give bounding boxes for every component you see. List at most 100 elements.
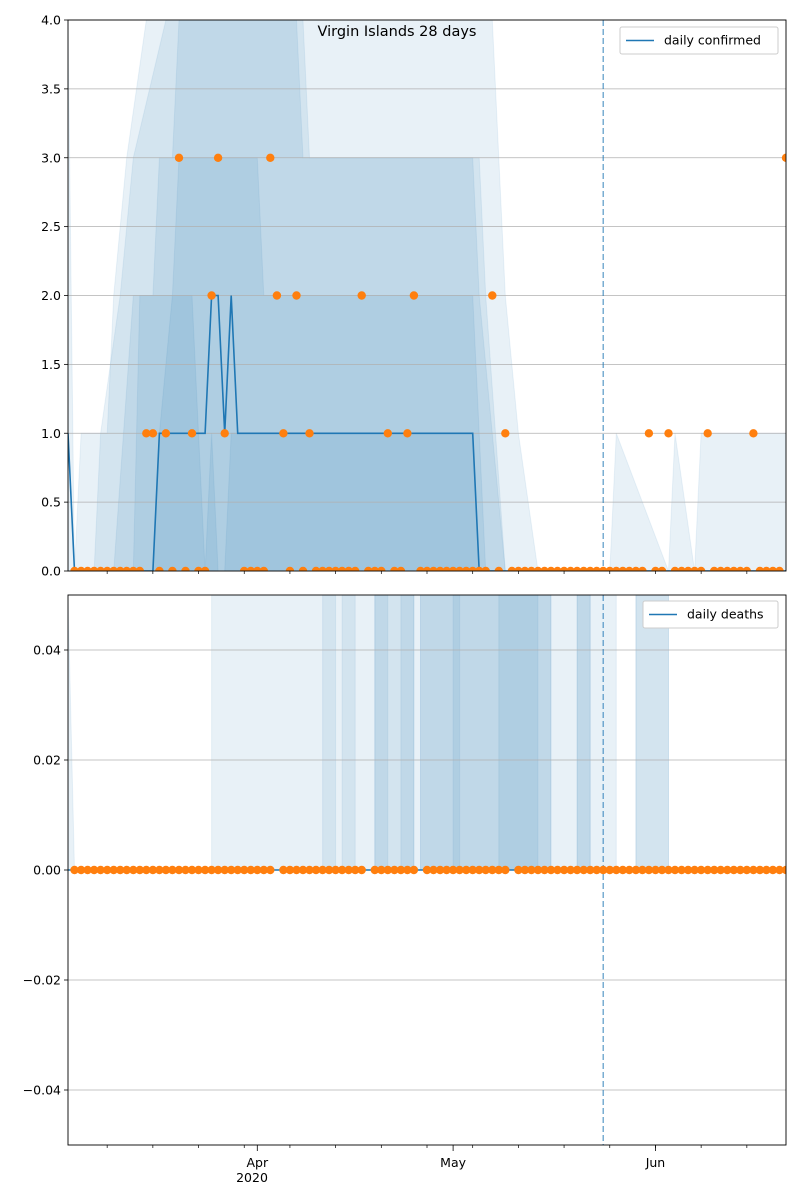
data-point <box>664 865 673 875</box>
y-tick-label: 0.0 <box>41 564 61 579</box>
data-point <box>148 429 158 438</box>
data-point <box>494 566 503 571</box>
data-point <box>122 566 131 571</box>
data-point <box>540 865 549 875</box>
y-tick-label: 1.0 <box>41 426 61 441</box>
data-point <box>586 865 595 875</box>
data-point <box>259 566 268 571</box>
x-tick-label: May <box>440 1155 466 1170</box>
data-point <box>383 429 392 438</box>
data-point <box>742 566 751 571</box>
data-point <box>677 566 686 571</box>
data-point <box>357 291 366 300</box>
data-point <box>109 865 118 875</box>
data-point <box>488 865 497 875</box>
y-tick-label: 2.0 <box>41 288 61 303</box>
data-point <box>723 865 732 875</box>
data-point <box>305 429 314 438</box>
data-point <box>553 865 562 875</box>
data-point <box>168 865 177 875</box>
confirmed-axes: 0.0 0.5 1.0 1.5 2.0 2.5 3.0 3.5 4.0 <box>41 13 787 579</box>
data-point <box>553 566 562 571</box>
data-point <box>546 865 556 875</box>
data-point <box>723 566 732 571</box>
confirmed-series <box>68 20 786 571</box>
data-point <box>768 865 778 875</box>
y-tick-label: −0.04 <box>23 1083 61 1098</box>
data-point <box>710 865 719 875</box>
data-point <box>592 566 601 571</box>
data-point <box>468 865 477 875</box>
data-point <box>109 566 118 571</box>
data-point <box>559 865 569 875</box>
data-point <box>103 865 112 875</box>
data-point <box>279 429 288 438</box>
data-point <box>213 153 223 162</box>
data-point <box>122 865 131 875</box>
data-point <box>227 865 236 875</box>
data-point <box>298 566 308 571</box>
data-point <box>514 566 523 571</box>
data-point <box>605 566 614 571</box>
data-point <box>729 865 738 875</box>
data-point <box>755 566 765 571</box>
data-point <box>76 865 86 875</box>
data-point <box>351 566 360 571</box>
deaths-panel: −0.04 −0.02 0.00 0.02 0.04 Apr May Jun 2020 dai… <box>23 594 787 1185</box>
data-point <box>429 566 438 571</box>
data-point <box>246 865 255 875</box>
data-point <box>625 865 634 875</box>
data-point <box>240 865 249 875</box>
data-point <box>475 865 484 875</box>
data-point <box>331 865 340 875</box>
data-point <box>377 566 386 571</box>
data-point <box>220 865 229 875</box>
data-point <box>116 865 125 875</box>
data-point <box>716 566 725 571</box>
confirmed-panel: 0.0 0.5 1.0 1.5 2.0 2.5 3.0 3.5 4.0 Virgin Islan… <box>41 13 787 579</box>
series-line-daily-confirmed <box>68 294 786 571</box>
data-point <box>592 865 601 875</box>
data-point <box>768 566 778 571</box>
data-point <box>631 865 641 875</box>
data-point <box>742 865 751 875</box>
data-point <box>161 429 171 438</box>
data-point <box>83 865 92 875</box>
data-point <box>696 865 706 875</box>
y-tick-label: 1.5 <box>41 357 61 372</box>
deaths-legend: daily deaths <box>642 600 779 629</box>
data-point <box>638 865 647 875</box>
data-point <box>207 865 216 875</box>
data-point <box>442 566 451 571</box>
data-point <box>572 865 582 875</box>
data-point <box>344 566 353 571</box>
data-point <box>762 865 771 875</box>
data-point <box>403 865 412 875</box>
data-point <box>448 566 458 571</box>
data-point <box>318 566 327 571</box>
data-point <box>586 566 595 571</box>
data-point <box>285 865 295 875</box>
data-point <box>377 865 386 875</box>
data-point <box>240 566 249 571</box>
data-point <box>187 429 197 438</box>
data-point <box>579 865 588 875</box>
data-point <box>83 566 92 571</box>
data-point <box>116 566 125 571</box>
legend-label-confirmed: daily confirmed <box>664 33 761 48</box>
data-point <box>416 566 425 571</box>
y-tick-label: 0.5 <box>41 495 61 510</box>
data-point <box>605 865 614 875</box>
data-point <box>566 566 575 571</box>
data-point <box>364 566 373 571</box>
data-point <box>507 566 517 571</box>
data-point <box>351 865 360 875</box>
data-point <box>337 566 347 571</box>
data-point <box>520 865 530 875</box>
data-point <box>246 566 255 571</box>
data-point <box>103 566 112 571</box>
y-tick-label: 2.5 <box>41 219 61 234</box>
data-point <box>357 865 366 875</box>
data-point <box>370 566 379 571</box>
